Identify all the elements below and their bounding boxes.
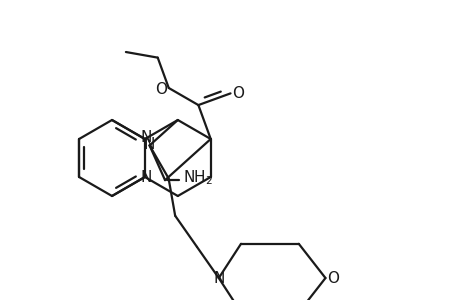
Text: N: N [140, 130, 151, 146]
Text: NH$_2$: NH$_2$ [183, 169, 213, 188]
Text: O: O [327, 271, 339, 286]
Text: N: N [213, 271, 224, 286]
Text: N: N [144, 137, 155, 152]
Text: O: O [232, 86, 244, 101]
Text: O: O [154, 82, 167, 98]
Text: N: N [140, 170, 151, 185]
